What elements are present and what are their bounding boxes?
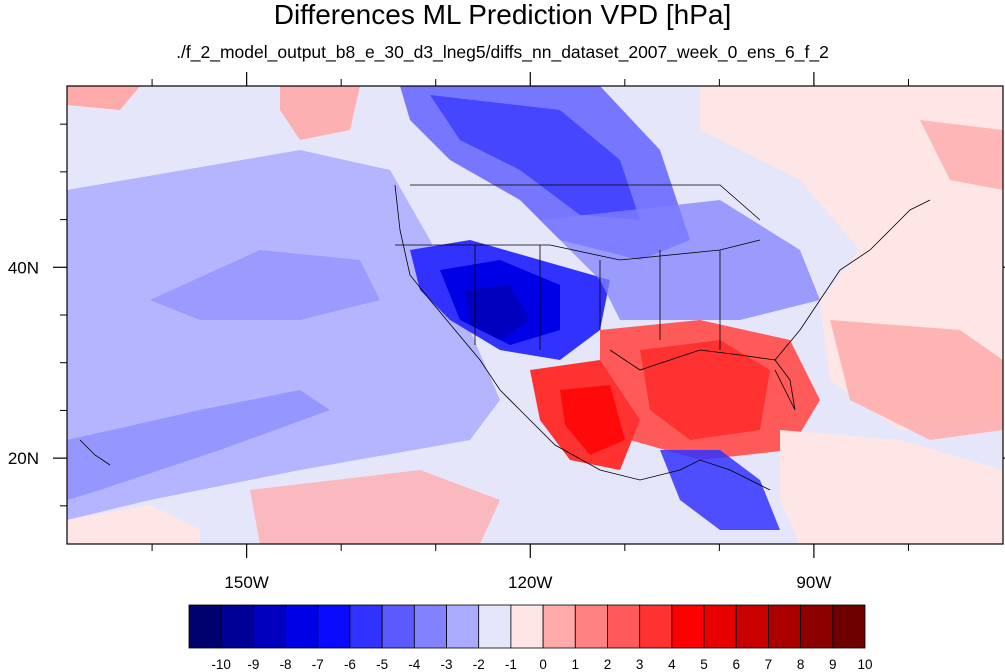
axis-ticks	[53, 72, 1005, 558]
colorbar-label: -10	[211, 657, 231, 672]
longitude-label: 120W	[508, 573, 552, 592]
colorbar-label: 9	[829, 657, 837, 672]
colorbar-label: -8	[280, 657, 292, 672]
colorbar-swatch	[381, 604, 415, 649]
colorbar-swatch	[413, 604, 447, 649]
colorbar-label: 4	[668, 657, 676, 672]
colorbar-swatch	[703, 604, 737, 649]
colorbar-swatch	[317, 604, 351, 649]
colorbar-label: 1	[572, 657, 580, 672]
colorbar-swatch	[446, 604, 480, 649]
colorbar-swatch	[800, 604, 834, 649]
colorbar-swatch	[510, 604, 544, 649]
colorbar-label: -7	[312, 657, 324, 672]
colorbar-label: 6	[732, 657, 740, 672]
colorbar-label: 10	[857, 657, 872, 672]
colorbar-label: -4	[408, 657, 420, 672]
colorbar-swatch	[768, 604, 802, 649]
colorbar-label: 7	[765, 657, 773, 672]
colorbar-label: -3	[441, 657, 453, 672]
colorbar-label: 0	[539, 657, 547, 672]
colorbar-label: -5	[376, 657, 388, 672]
colorbar-label: -6	[344, 657, 356, 672]
colorbar-swatch	[188, 604, 222, 649]
colorbar-labels: -10 -9 -8 -7 -6 -5 -4 -3 -2 -1 0 1 2 3 4 5 6 7 8 9 10	[211, 657, 872, 672]
colorbar-swatch	[832, 604, 866, 649]
colorbar-label: -2	[473, 657, 485, 672]
colorbar-swatch	[735, 604, 769, 649]
colorbar-swatch	[542, 604, 576, 649]
colorbar-label: 5	[700, 657, 708, 672]
longitude-label: 150W	[224, 573, 268, 592]
colorbar-swatch	[607, 604, 641, 649]
colorbar-label: -1	[505, 657, 517, 672]
colorbar-label: 2	[604, 657, 612, 672]
colorbar-swatch	[639, 604, 673, 649]
colorbar-swatch	[349, 604, 383, 649]
coastlines-and-borders	[79, 184, 931, 491]
colorbar-swatch	[220, 604, 254, 649]
colorbar-label: 3	[636, 657, 644, 672]
longitude-label: 90W	[796, 573, 831, 592]
chart-subtitle: ./f_2_model_output_b8_e_30_d3_lneg5/diff…	[176, 42, 829, 62]
longitude-labels: 150W 120W 90W	[224, 573, 831, 592]
latitude-label: 40N	[8, 258, 39, 277]
colorbar-label: -9	[247, 657, 259, 672]
colorbar-swatch	[671, 604, 705, 649]
colorbar-swatch	[574, 604, 608, 649]
colorbar-swatch	[478, 604, 512, 649]
chart-title: Differences ML Prediction VPD [hPa]	[273, 0, 732, 30]
colorbar-swatch	[252, 604, 286, 649]
anomaly-field	[67, 86, 1003, 544]
colorbar-swatch	[285, 604, 319, 649]
colorbar-label: 8	[797, 657, 805, 672]
latitude-labels: 40N 20N	[8, 258, 39, 468]
colorbar	[188, 604, 866, 649]
latitude-label: 20N	[8, 449, 39, 468]
